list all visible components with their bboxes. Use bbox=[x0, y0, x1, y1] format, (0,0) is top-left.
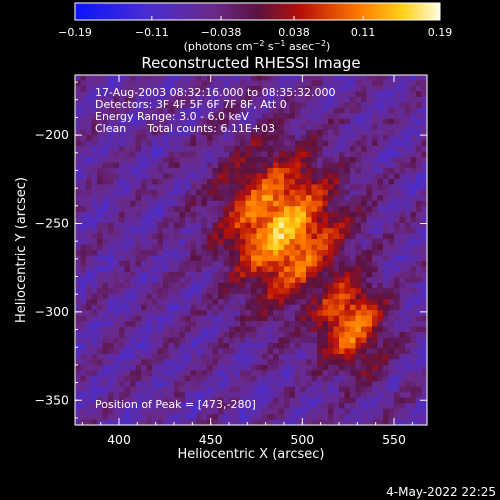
x-tick-label: 500 bbox=[290, 432, 314, 447]
colorbar-units: (photons cm−2 s−1 asec−2) bbox=[184, 39, 331, 53]
colorbar-tick-label: −0.19 bbox=[58, 26, 92, 39]
plot-frame bbox=[74, 74, 428, 426]
colorbar-tick-label: −0.11 bbox=[135, 26, 169, 39]
annotation-detectors: Detectors: 3F 4F 5F 6F 7F 8F, Att 0 bbox=[95, 98, 287, 111]
colorbar-tick-label: 0.11 bbox=[351, 26, 376, 39]
colorbar-tick-label: 0.038 bbox=[278, 26, 310, 39]
x-tick-label: 550 bbox=[382, 432, 406, 447]
y-tick-label: −350 bbox=[35, 392, 69, 407]
colorbar-ticks: −0.19 −0.11 −0.038 0.038 0.11 0.19 bbox=[58, 16, 452, 39]
axis-ticks: 400 450 500 550 −200 −250 −300 −350 bbox=[35, 75, 427, 447]
colorbar-tick-label: −0.038 bbox=[201, 26, 242, 39]
annotation-energy: Energy Range: 3.0 - 6.0 keV bbox=[95, 110, 249, 123]
footer-date: 4-May-2022 22:25 bbox=[386, 485, 496, 499]
y-tick-label: −250 bbox=[35, 215, 69, 230]
x-axis-label: Heliocentric X (arcsec) bbox=[178, 447, 325, 462]
x-tick-label: 450 bbox=[199, 432, 223, 447]
colorbar bbox=[74, 2, 441, 21]
heatmap-image bbox=[75, 75, 428, 426]
y-tick-label: −200 bbox=[35, 127, 69, 142]
colorbar-tick-label: 0.19 bbox=[428, 26, 453, 39]
y-tick-label: −300 bbox=[35, 304, 69, 319]
y-axis-label: Heliocentric Y (arcsec) bbox=[14, 177, 29, 323]
annotation-clean: Clean Total counts: 6.11E+03 bbox=[95, 122, 275, 135]
x-tick-label: 400 bbox=[107, 432, 131, 447]
peak-position-label: Position of Peak = [473,-280] bbox=[95, 398, 256, 411]
annotation-time: 17-Aug-2003 08:32:16.000 to 08:35:32.000 bbox=[95, 86, 336, 99]
chart-title: Reconstructed RHESSI Image bbox=[141, 54, 360, 72]
